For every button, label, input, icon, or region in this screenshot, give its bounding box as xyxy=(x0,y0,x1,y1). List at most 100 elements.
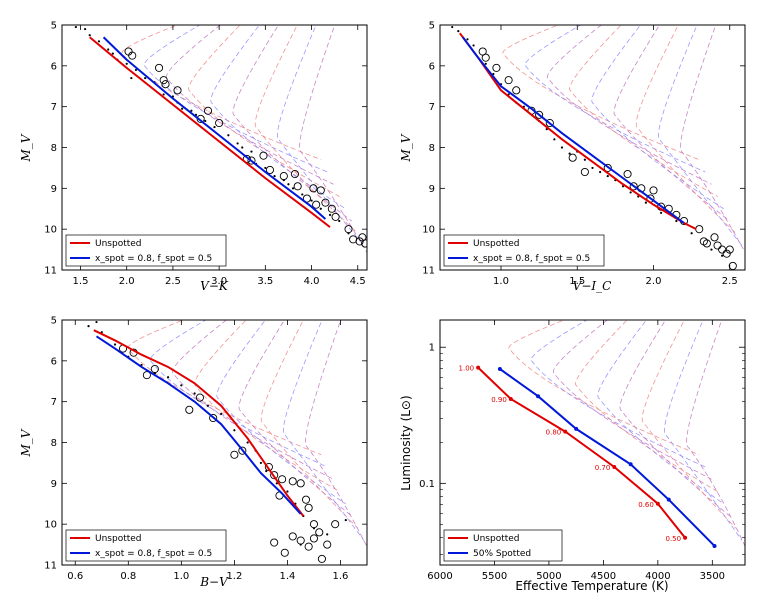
mass-point xyxy=(536,394,541,399)
binary-star-marker xyxy=(545,118,554,128)
legend-label-unspotted: Unspotted xyxy=(473,239,520,249)
isochrone-curve xyxy=(210,25,346,210)
isochrone-curve xyxy=(530,320,706,468)
binary-star-marker xyxy=(331,212,340,221)
isochrone-curve xyxy=(546,25,712,185)
isochrone-curve xyxy=(508,320,700,456)
legend-label-spotted: x_spot = 0.8, f_spot = 0.5 xyxy=(95,549,212,559)
legend-vk: Unspotted x_spot = 0.8, f_spot = 0.5 xyxy=(65,234,227,267)
isochrones-vk xyxy=(121,25,367,254)
mass-point xyxy=(628,462,633,467)
y-tick-label: 5 xyxy=(429,21,435,32)
binary-star-marker xyxy=(321,198,330,207)
binary-star-marker xyxy=(702,239,711,248)
star-point xyxy=(319,207,322,210)
x-tick-label: 6000 xyxy=(427,571,452,582)
binary-star-marker xyxy=(331,520,340,529)
star-point xyxy=(111,52,114,55)
x-tick-label: 2.5 xyxy=(722,276,738,287)
spotted-line xyxy=(499,368,716,547)
star-point xyxy=(560,146,564,149)
x-tick-label: 4.5 xyxy=(350,276,366,287)
binary-star-marker xyxy=(718,245,727,254)
binary-star-marker xyxy=(713,241,722,250)
panel-hr: 1.00 0.90 0.80 0.70 0.60 0.50 6000 5500 5000 450… xyxy=(399,319,746,593)
mass-point xyxy=(655,501,660,506)
y-tick-label: 7 xyxy=(51,102,57,113)
legend-label-unspotted: Unspotted xyxy=(473,534,520,544)
binary-star-marker xyxy=(238,446,247,455)
star-point xyxy=(180,384,183,387)
isochrone-curve xyxy=(194,320,340,492)
star-point xyxy=(213,125,216,129)
legend-bv: Unspotted x_spot = 0.8, f_spot = 0.5 xyxy=(65,529,227,562)
y-tick-label: 6 xyxy=(51,61,57,72)
binary-star-marker xyxy=(355,237,364,246)
binary-star-marker xyxy=(623,169,632,179)
isochrone-curve xyxy=(524,25,706,173)
x-tick-label: 0.6 xyxy=(67,571,83,582)
binary-star-marker xyxy=(492,63,501,72)
star-point xyxy=(97,40,101,43)
y-tick-label: 9 xyxy=(51,184,57,195)
isochrones-bv xyxy=(127,320,367,548)
star-point xyxy=(553,138,556,141)
isochrone-curve xyxy=(254,25,359,234)
y-tick-label: 10 xyxy=(422,225,435,236)
legend-hr: Unspotted 50% Spotted xyxy=(443,529,563,562)
x-tick-label: 1.0 xyxy=(173,571,189,582)
axes-frame-hr xyxy=(439,319,746,566)
isochrone-curve xyxy=(165,25,334,185)
star-point xyxy=(95,320,98,324)
star-point xyxy=(660,211,663,214)
y-tick-label: 10 xyxy=(44,225,57,236)
mass-point xyxy=(508,396,513,401)
star-point xyxy=(241,146,244,149)
x-tick-label: 4000 xyxy=(645,571,670,582)
star-point xyxy=(204,119,207,123)
star-point xyxy=(583,158,586,161)
legend-label-unspotted: Unspotted xyxy=(95,239,142,249)
binary-star-marker xyxy=(315,528,324,537)
binary-star-marker xyxy=(344,225,353,234)
binary-star-marker xyxy=(580,167,589,177)
binary-star-marker xyxy=(481,53,490,62)
axes-frame-bv xyxy=(61,319,368,566)
star-point xyxy=(227,134,230,137)
binary-star-marker xyxy=(323,540,332,549)
mass-label: 0.70 xyxy=(595,464,611,472)
isochrone-curve xyxy=(552,320,712,480)
mass-point xyxy=(712,543,717,548)
isochrone-curve xyxy=(232,25,352,222)
binary-star-marker xyxy=(278,475,287,484)
binary-star-marker xyxy=(535,110,544,119)
x-tick-label: 1.0 xyxy=(493,276,509,287)
mass-label: 0.90 xyxy=(491,396,507,404)
spotted-line xyxy=(95,335,302,515)
binary-star-marker xyxy=(304,542,313,551)
mass-point xyxy=(666,497,671,502)
unspotted-line xyxy=(459,32,697,231)
binary-star-marker xyxy=(288,477,297,486)
y-tick-label: 7 xyxy=(429,102,435,113)
star-point xyxy=(130,76,133,80)
isochrone-curve xyxy=(575,320,718,492)
xlabel-vi: V−I_C xyxy=(573,279,612,293)
star-point xyxy=(338,219,341,223)
y-tick-label: 8 xyxy=(51,143,57,154)
legend-label-spotted: x_spot = 0.8, f_spot = 0.5 xyxy=(95,254,212,264)
ylabel-vi: M_V xyxy=(399,133,413,162)
x-tick-label: 3500 xyxy=(700,571,725,582)
mass-point xyxy=(683,535,688,540)
binary-star-marker xyxy=(512,86,521,95)
y-tick-label: 8 xyxy=(51,438,57,449)
model-lines-hr xyxy=(476,365,717,548)
binary-star-marker xyxy=(173,86,182,95)
y-tick-label: 10 xyxy=(44,520,57,531)
y-tick-label: 5 xyxy=(51,21,57,32)
y-tick-label: 11 xyxy=(44,266,57,277)
y-tick-label: 9 xyxy=(429,184,435,195)
binary-star-marker xyxy=(710,233,719,242)
y-tick-label: 11 xyxy=(44,561,57,572)
binary-star-marker xyxy=(309,534,319,543)
